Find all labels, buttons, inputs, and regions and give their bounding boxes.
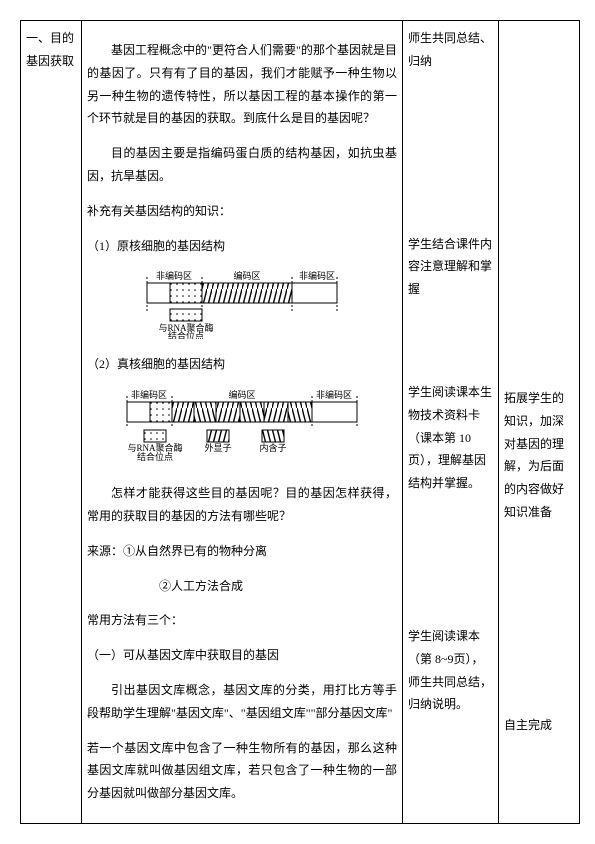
para-howto: 怎样才能获得这些目的基因呢？目的基因怎样获得，常用的获取目的基因的方法有哪些呢？ — [87, 482, 397, 528]
purpose-2: 自主完成 — [504, 714, 574, 737]
para-def: 目的基因主要是指编码蛋白质的结构基因，如抗虫基因，抗旱基因。 — [87, 142, 397, 188]
para-library: 引出基因文库概念，基因文库的分类，用打比方等手段帮助学生理解"基因文库"、"基因… — [87, 679, 397, 725]
para-prokaryote-title: （1）原核细胞的基因结构 — [87, 235, 397, 258]
svg-text:非编码区: 非编码区 — [316, 389, 352, 400]
svg-text:外显子: 外显子 — [204, 442, 231, 453]
activity-cell: 师生共同总结、归纳 学生结合课件内容注意理解和掌握 学生阅读课本生物技术资料卡（… — [403, 21, 499, 824]
svg-text:结合位点: 结合位点 — [168, 330, 204, 339]
row-heading: 一、目的基因获取 — [26, 31, 74, 68]
svg-text:结合位点: 结合位点 — [137, 451, 173, 462]
eukaryote-gene-diagram: 非编码区 编码区 非编码区 — [112, 388, 372, 468]
para-supplement: 补充有关基因结构的知识： — [87, 200, 397, 223]
activity-3: 学生阅读课本生物技术资料卡（课本第 10 页），理解基因结构并掌握。 — [408, 381, 493, 495]
para-source1: 来源：①从自然界已有的物种分离 — [87, 540, 397, 563]
para-library-def: 若一个基因文库中包含了一种生物所有的基因，那么这种基因文库就叫做基因组文库，若只… — [87, 737, 397, 805]
para-intro: 基因工程概念中的"更符合人们需要"的那个基因就是目的基因了。只有有了目的基因，我… — [87, 39, 397, 130]
row-heading-cell: 一、目的基因获取 — [21, 21, 82, 824]
prokaryote-gene-diagram: 非编码区 编码区 非编码区 — [132, 269, 352, 339]
svg-text:内含子: 内含子 — [259, 442, 286, 453]
activity-2: 学生结合课件内容注意理解和掌握 — [408, 233, 493, 301]
content-cell: 基因工程概念中的"更符合人们需要"的那个基因就是目的基因了。只有有了目的基因，我… — [82, 21, 403, 824]
svg-text:编码区: 编码区 — [233, 270, 260, 281]
para-source2: ②人工方法合成 — [87, 575, 397, 598]
svg-text:非编码区: 非编码区 — [131, 389, 167, 400]
activity-4: 学生阅读课本（第 8~9页），师生共同总结，归纳说明。 — [408, 625, 493, 716]
svg-text:编码区: 编码区 — [228, 389, 255, 400]
purpose-1: 拓展学生的知识，加深对基因的理解，为后面的内容做好知识准备 — [504, 387, 574, 524]
svg-text:非编码区: 非编码区 — [299, 270, 335, 281]
activity-1: 师生共同总结、归纳 — [408, 27, 493, 73]
para-method1: （一）可从基因文库中获取目的基因 — [87, 644, 397, 667]
purpose-cell: 拓展学生的知识，加深对基因的理解，为后面的内容做好知识准备 自主完成 — [499, 21, 580, 824]
para-eukaryote-title: （2）真核细胞的基因结构 — [87, 353, 397, 376]
para-methods: 常用方法有三个： — [87, 609, 397, 632]
lesson-table: 一、目的基因获取 基因工程概念中的"更符合人们需要"的那个基因就是目的基因了。只… — [20, 20, 580, 824]
svg-text:非编码区: 非编码区 — [156, 270, 192, 281]
